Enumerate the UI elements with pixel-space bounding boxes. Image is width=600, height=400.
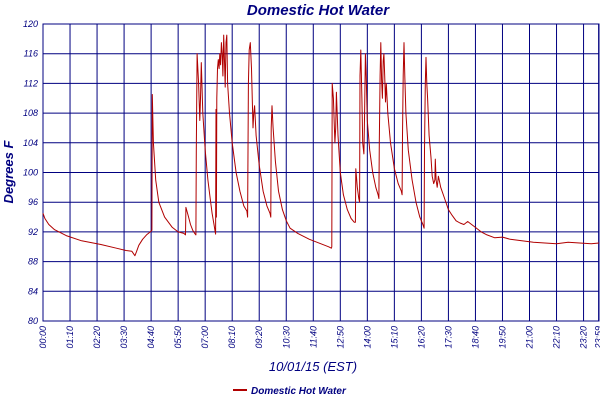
y-tick-label: 120 xyxy=(23,19,38,29)
series-line-domestic-hot-water xyxy=(42,34,600,257)
y-tick-label: 112 xyxy=(24,78,38,88)
x-axis-label: 10/01/15 (EST) xyxy=(269,359,357,374)
chart-title: Domestic Hot Water xyxy=(247,2,390,19)
x-tick-label: 05:50 xyxy=(173,326,183,349)
x-tick-label: 07:00 xyxy=(200,326,210,349)
x-tick-label: 15:10 xyxy=(389,326,399,349)
y-tick-label: 84 xyxy=(28,286,38,296)
x-tick-label: 11:40 xyxy=(308,326,318,348)
x-tick-label: 23:20 xyxy=(579,326,589,350)
x-tick-label: 00:00 xyxy=(38,326,48,349)
x-tick-label: 22:10 xyxy=(552,326,562,350)
y-tick-labels: 80 84 88 92 96 100 104 108 112 116 120 xyxy=(23,19,38,326)
y-tick-label: 80 xyxy=(28,316,38,326)
y-tick-label: 104 xyxy=(23,138,38,148)
x-tick-label: 09:20 xyxy=(254,326,264,349)
x-tick-label: 18:40 xyxy=(470,326,480,349)
legend-label: Domestic Hot Water xyxy=(251,386,347,397)
x-tick-label: 02:20 xyxy=(92,326,102,349)
legend: Domestic Hot Water xyxy=(233,386,347,397)
y-tick-label: 100 xyxy=(23,168,38,178)
grid-lines xyxy=(42,23,600,322)
y-tick-label: 108 xyxy=(23,108,38,118)
y-tick-label: 88 xyxy=(28,257,38,267)
x-tick-label: 19:50 xyxy=(497,326,507,349)
x-tick-label: 01:10 xyxy=(65,326,75,349)
x-tick-label: 08:10 xyxy=(227,326,237,349)
x-tick-label: 21:00 xyxy=(525,326,535,350)
x-tick-label: 17:30 xyxy=(443,326,453,349)
x-tick-label: 10:30 xyxy=(281,326,291,349)
x-tick-label: 03:30 xyxy=(119,326,129,349)
y-tick-label: 116 xyxy=(24,49,38,59)
x-tick-label: 14:00 xyxy=(362,326,372,349)
y-tick-label: 92 xyxy=(28,227,38,237)
x-tick-label: 12:50 xyxy=(335,326,345,349)
y-axis-label: Degrees F xyxy=(1,140,16,204)
x-tick-label: 23:59 xyxy=(594,326,600,350)
y-tick-label: 96 xyxy=(28,197,38,207)
x-tick-label: 16:20 xyxy=(416,326,426,349)
x-tick-labels: 00:00 01:10 02:20 03:30 04:40 05:50 07:00 08:10… xyxy=(38,326,600,350)
plot-frame xyxy=(42,23,600,322)
x-tick-label: 04:40 xyxy=(146,326,156,349)
